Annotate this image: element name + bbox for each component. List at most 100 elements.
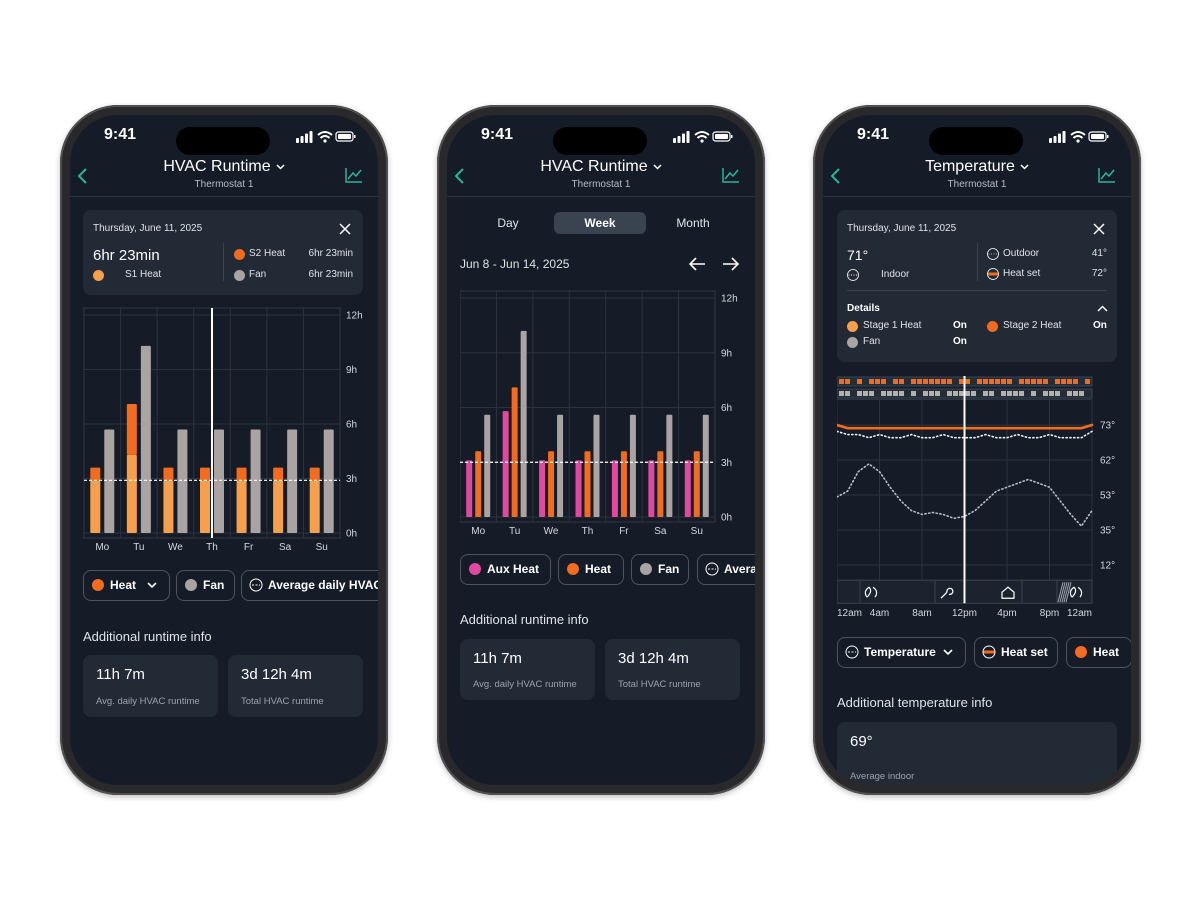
collapse-button[interactable] (1097, 305, 1108, 312)
bar (657, 451, 664, 517)
stat-label: Avg. daily HVAC runtime (473, 679, 577, 690)
indoor-temp: 71° (847, 247, 869, 263)
icon-part (296, 138, 299, 143)
icon-part (982, 645, 996, 659)
bar (273, 480, 284, 533)
icon-part (1107, 135, 1109, 138)
close-button[interactable] (339, 223, 351, 235)
x-tick-label: Sa (279, 542, 292, 553)
temperature-chart: 73° 62° 53° 35° 12° 12am 4am 8am 12pm 4pm 8pm 12am (837, 376, 1115, 619)
y-tick-label: 9h (721, 348, 732, 359)
x-tick-label: 4am (870, 608, 889, 619)
filter-pill[interactable]: Aux Heat (460, 554, 551, 585)
status-time: 9:41 (480, 126, 514, 143)
bar (200, 480, 210, 533)
icon-part (983, 650, 995, 654)
icon-part (1091, 134, 1104, 139)
bar (90, 467, 101, 481)
back-button[interactable] (453, 167, 467, 185)
status-segment (935, 379, 940, 384)
filter-pill[interactable]: Heat set (974, 637, 1058, 668)
status-segment (953, 391, 958, 396)
filter-pill[interactable]: Fan (631, 554, 689, 585)
stat-label: Total HVAC runtime (618, 679, 701, 690)
status-segment (881, 391, 886, 396)
runtime-chart: Mo Tu We Th Fr Sa Su 0h 3h 6h 9h 12h (83, 307, 363, 553)
status-segment (1037, 379, 1042, 384)
bar (520, 330, 527, 517)
back-button[interactable] (76, 167, 90, 185)
filter-pill[interactable]: Temperature (837, 637, 966, 668)
status-segment (1055, 391, 1060, 396)
screen: 9:41 Temperature Thermostat 1 Thursday, Jun… (823, 115, 1131, 785)
stage-label: Stage 1 Heat (863, 320, 922, 331)
chart-button[interactable] (722, 167, 740, 183)
filter-pill[interactable]: Heat (558, 554, 624, 585)
section-title: Additional temperature info (837, 695, 993, 710)
x-tick-label: Th (206, 542, 218, 553)
y-tick-label: 0h (346, 529, 357, 540)
filter-pill[interactable]: Heat (83, 570, 170, 601)
tab[interactable]: Month (676, 216, 710, 230)
icon-part (1076, 139, 1080, 143)
screen-title[interactable]: HVAC Runtime (163, 158, 271, 175)
status-segment (989, 379, 994, 384)
y-tick-label: 12h (346, 311, 363, 322)
dynamic-island (929, 127, 1023, 155)
stat-card: 69° Average indoor (837, 722, 1117, 785)
status-segment (887, 391, 892, 396)
pill-label: Average daily HVAC (724, 562, 755, 576)
status-segment (1085, 379, 1090, 384)
filter-pill[interactable]: Fan (176, 570, 235, 601)
status-segment (1007, 379, 1012, 384)
legend-dot (1075, 646, 1087, 658)
legend-dot (185, 579, 197, 591)
next-button[interactable] (722, 257, 740, 271)
icon-part (845, 645, 859, 659)
prev-button[interactable] (688, 257, 706, 271)
icon-part (249, 578, 263, 592)
bar (593, 414, 600, 517)
filter-pill[interactable]: Average daily HVAC (241, 570, 378, 601)
icon-part (715, 134, 728, 139)
status-segment (1031, 391, 1036, 396)
status-segment (857, 379, 862, 384)
stat-card: 11h 7m Avg. daily HVAC runtime (83, 655, 218, 717)
plot-frame (460, 290, 716, 523)
header-divider (70, 196, 378, 197)
bar (702, 414, 709, 517)
icon-part (77, 168, 87, 184)
icon-part (309, 131, 313, 143)
bar (163, 480, 174, 533)
title-caret (276, 164, 285, 170)
status-segment (1043, 391, 1048, 396)
back-button[interactable] (829, 167, 843, 185)
bar (287, 429, 298, 533)
status-segment (893, 379, 898, 384)
bar (629, 414, 636, 517)
icon-part (339, 223, 351, 235)
filter-pill[interactable]: Heat (1066, 637, 1131, 668)
status-segment (947, 379, 952, 384)
detail-card: Thursday, June 11, 2025 71° Indoor Outdoor 4… (837, 210, 1117, 362)
status-icons (1049, 131, 1109, 143)
stat-value: 69° (850, 733, 873, 750)
tab[interactable]: Day (497, 216, 519, 230)
screen-title[interactable]: Temperature (925, 158, 1015, 175)
chart-button[interactable] (345, 167, 363, 183)
status-icons (673, 131, 733, 143)
status-segment (1049, 391, 1054, 396)
pill-caret (943, 649, 953, 656)
pill-caret (147, 582, 157, 589)
status-segment (965, 379, 970, 384)
series-label: S2 Heat (249, 248, 286, 259)
icon-part (1058, 133, 1061, 143)
stat-value: 11h 7m (96, 666, 145, 683)
screen-title[interactable]: HVAC Runtime (540, 158, 648, 175)
close-button[interactable] (1093, 223, 1105, 235)
x-tick-label: 12am (1067, 608, 1092, 619)
filter-pill[interactable]: Average daily HVAC (697, 554, 755, 585)
tab[interactable]: Week (584, 216, 616, 230)
stage-label: Stage 2 Heat (1003, 320, 1062, 331)
chart-button[interactable] (1098, 167, 1116, 183)
